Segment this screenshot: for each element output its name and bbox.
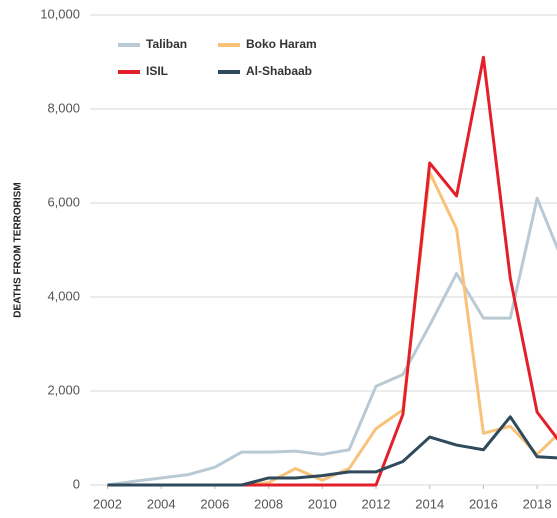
legend-label: ISIL — [146, 64, 168, 78]
series-line — [107, 170, 557, 487]
series-line — [107, 55, 557, 487]
legend-label: Taliban — [146, 37, 187, 51]
y-tick-label: 2,000 — [47, 382, 80, 397]
x-tick-label: 2004 — [147, 496, 176, 511]
x-tick-label: 2008 — [254, 496, 283, 511]
legend-label: Al-Shabaab — [246, 64, 312, 78]
x-tick-label: 2002 — [93, 496, 122, 511]
x-tick-label: 2010 — [308, 496, 337, 511]
y-tick-label: 0 — [73, 476, 80, 491]
x-tick-label: 2012 — [362, 496, 391, 511]
y-axis-title: DEATHS FROM TERRORISM — [13, 182, 24, 317]
y-tick-label: 10,000 — [40, 6, 80, 21]
x-tick-label: 2016 — [469, 496, 498, 511]
y-tick-label: 4,000 — [47, 288, 80, 303]
plot — [107, 55, 557, 487]
x-tick-label: 2014 — [415, 496, 444, 511]
series-line — [107, 196, 557, 487]
y-tick-label: 8,000 — [47, 100, 80, 115]
legend-label: Boko Haram — [246, 37, 317, 51]
x-tick-label: 2006 — [200, 496, 229, 511]
x-tick-label: 2018 — [523, 496, 552, 511]
y-tick-label: 6,000 — [47, 194, 80, 209]
series-line — [107, 415, 557, 487]
